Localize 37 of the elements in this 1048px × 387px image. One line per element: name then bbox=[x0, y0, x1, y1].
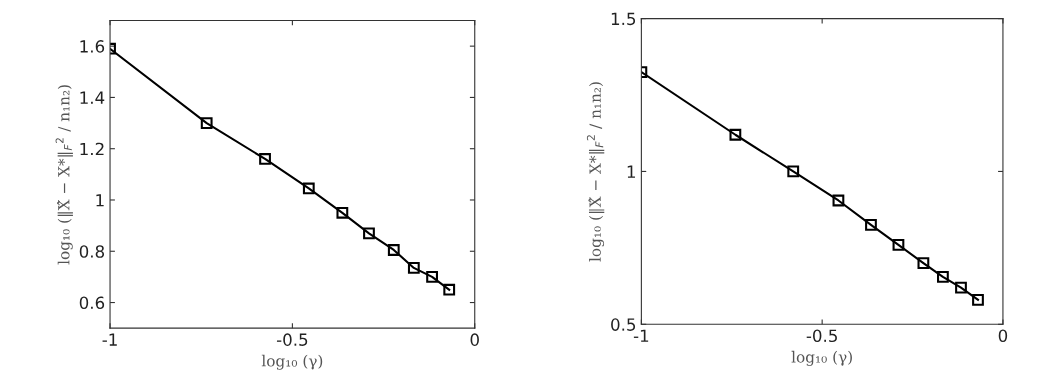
point bbox=[259, 153, 271, 165]
y-tick-label: 1.2 bbox=[80, 142, 104, 156]
point bbox=[955, 281, 967, 294]
x-tick-label: -1 bbox=[633, 329, 649, 342]
point bbox=[443, 283, 456, 296]
y-axis-title: log₁₀ (‖X̂ − X*‖$_{F}$$^{2}$ / n₁n₂) bbox=[55, 85, 73, 265]
x-tick-label: 0 bbox=[998, 329, 1008, 343]
point bbox=[892, 238, 905, 251]
point bbox=[336, 206, 349, 219]
point bbox=[972, 293, 984, 306]
point bbox=[865, 219, 877, 231]
point bbox=[302, 182, 315, 195]
point bbox=[729, 128, 742, 141]
point bbox=[200, 117, 213, 129]
y-tick-label: 0.8 bbox=[79, 245, 105, 258]
y-tick-label: 1.5 bbox=[611, 12, 636, 26]
x-tick-label: -1 bbox=[102, 333, 117, 346]
y-tick-label: 1.4 bbox=[80, 91, 105, 104]
point bbox=[937, 271, 949, 283]
point bbox=[917, 257, 930, 270]
point bbox=[426, 271, 438, 283]
point bbox=[363, 227, 375, 240]
x-axis-title: log₁₀ (γ) bbox=[791, 350, 852, 366]
y-tick-label: 1 bbox=[96, 194, 104, 207]
point bbox=[387, 244, 400, 256]
point bbox=[407, 262, 420, 274]
point bbox=[787, 165, 800, 178]
point bbox=[832, 194, 845, 207]
x-tick-label: -0.5 bbox=[276, 333, 308, 346]
y-tick-label: 1.6 bbox=[80, 40, 105, 53]
y-tick-label: 1 bbox=[627, 165, 635, 178]
x-tick-label: 0 bbox=[470, 333, 479, 346]
y-axis-title: log₁₀ (‖X̂ − X*‖$_{F}$$^{2}$ / n₁n₂) bbox=[586, 82, 605, 262]
y-tick-label: 0.6 bbox=[79, 296, 105, 310]
x-axis-title: log₁₀ (γ) bbox=[261, 354, 323, 370]
x-tick-label: -0.5 bbox=[806, 329, 837, 343]
y-tick-label: 0.5 bbox=[611, 318, 636, 331]
